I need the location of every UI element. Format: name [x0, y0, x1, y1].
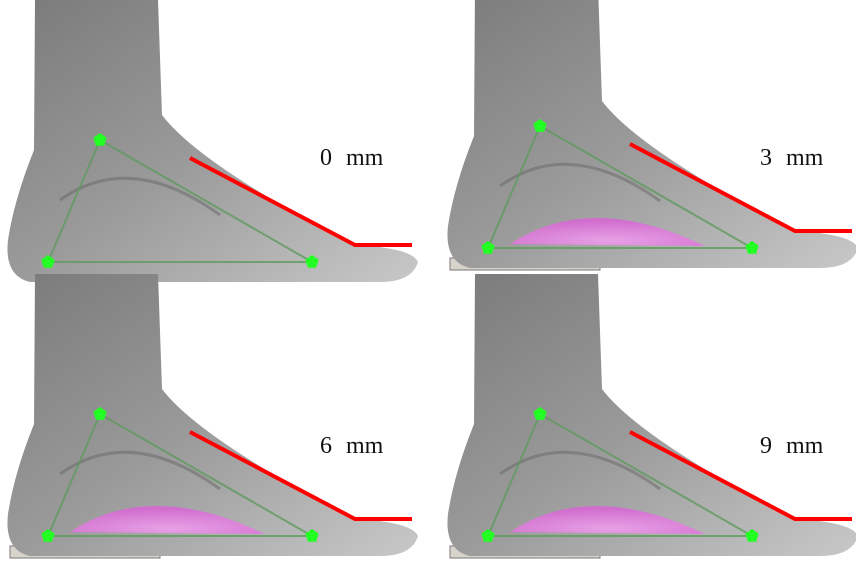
insert-label: 9 mm	[760, 433, 824, 459]
foot-panel: 6 mm	[7, 274, 418, 558]
foot-panel: 9 mm	[447, 274, 856, 558]
foot-photo	[447, 274, 856, 556]
insert-label: 6 mm	[320, 433, 384, 459]
insert-label: 0 mm	[320, 145, 384, 171]
foot-panel: 0 mm	[7, 0, 418, 282]
figure: 0 mm 3 mm 6 mm 9 mm	[0, 0, 856, 574]
insert-label: 3 mm	[760, 145, 824, 171]
foot-panel: 3 mm	[447, 0, 856, 270]
foot-photo	[7, 274, 418, 556]
foot-photo	[7, 0, 418, 282]
page: 0 mm3 mm6 mm9 mm (() => { const data = J…	[0, 0, 856, 574]
